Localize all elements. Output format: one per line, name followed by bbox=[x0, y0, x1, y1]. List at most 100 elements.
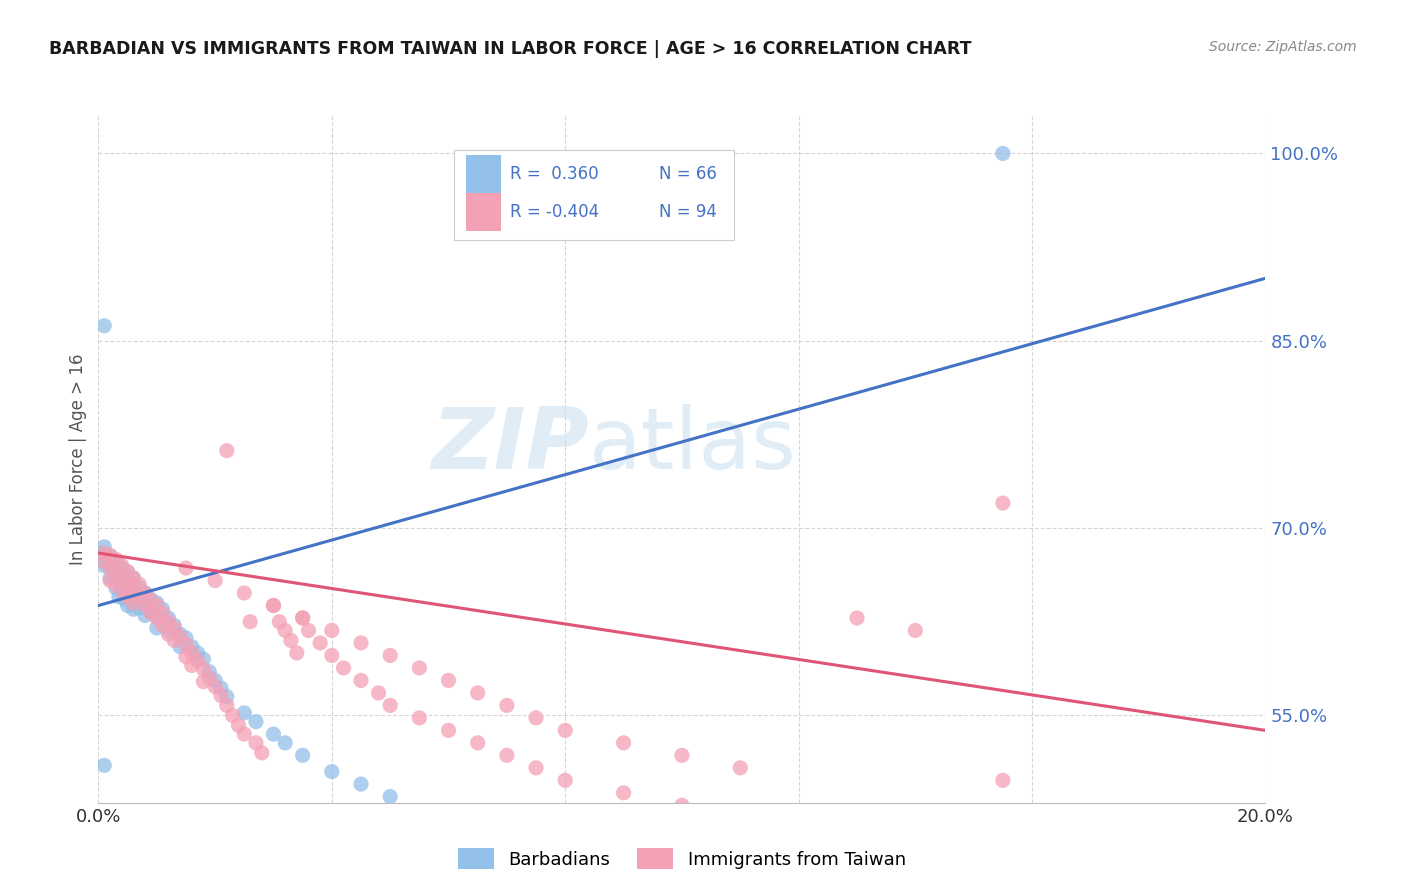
Point bbox=[111, 583, 134, 598]
Point bbox=[554, 773, 576, 788]
Point bbox=[98, 561, 121, 575]
Point bbox=[233, 706, 256, 720]
Point bbox=[233, 727, 256, 741]
Point bbox=[104, 581, 127, 595]
Point bbox=[280, 633, 302, 648]
Point bbox=[198, 665, 221, 679]
Point bbox=[180, 658, 202, 673]
Point bbox=[612, 736, 634, 750]
Legend: Barbadians, Immigrants from Taiwan: Barbadians, Immigrants from Taiwan bbox=[450, 841, 914, 876]
Point bbox=[193, 674, 215, 689]
Point bbox=[139, 606, 162, 620]
Point bbox=[117, 577, 139, 591]
Point bbox=[157, 624, 180, 638]
Point bbox=[128, 577, 150, 591]
Point bbox=[524, 761, 547, 775]
Point bbox=[180, 640, 202, 654]
Point bbox=[163, 633, 186, 648]
Point bbox=[157, 627, 180, 641]
Point bbox=[111, 583, 134, 598]
Point bbox=[117, 581, 139, 595]
Point bbox=[193, 652, 215, 666]
Point bbox=[671, 748, 693, 763]
Point bbox=[93, 540, 115, 554]
Point bbox=[612, 786, 634, 800]
Text: N = 66: N = 66 bbox=[658, 165, 717, 184]
Point bbox=[111, 571, 134, 585]
Point bbox=[408, 711, 430, 725]
Point bbox=[209, 681, 232, 695]
Point bbox=[187, 653, 209, 667]
Point bbox=[437, 723, 460, 738]
Point bbox=[221, 708, 243, 723]
Point bbox=[122, 596, 145, 610]
Point bbox=[380, 789, 402, 804]
Point bbox=[152, 606, 174, 620]
Point bbox=[285, 646, 308, 660]
Point bbox=[122, 571, 145, 585]
Y-axis label: In Labor Force | Age > 16: In Labor Force | Age > 16 bbox=[69, 353, 87, 566]
Text: R =  0.360: R = 0.360 bbox=[510, 165, 599, 184]
Point bbox=[309, 636, 332, 650]
Point bbox=[233, 586, 256, 600]
Point bbox=[262, 727, 284, 741]
Point bbox=[134, 586, 156, 600]
Point bbox=[174, 637, 197, 651]
Point bbox=[157, 615, 180, 629]
Point bbox=[117, 590, 139, 604]
Point bbox=[269, 615, 291, 629]
Point bbox=[128, 581, 150, 595]
Point bbox=[204, 680, 226, 694]
Point bbox=[163, 618, 186, 632]
Point bbox=[332, 661, 354, 675]
Point bbox=[239, 615, 262, 629]
Point bbox=[262, 599, 284, 613]
Point bbox=[350, 673, 373, 688]
Point bbox=[128, 590, 150, 604]
Point bbox=[104, 565, 127, 579]
Point bbox=[98, 561, 121, 575]
Point bbox=[228, 718, 250, 732]
Point bbox=[146, 608, 169, 623]
Point bbox=[467, 736, 489, 750]
Point bbox=[93, 555, 115, 569]
Point bbox=[991, 773, 1014, 788]
Point bbox=[730, 808, 752, 822]
Point bbox=[437, 811, 460, 825]
Point bbox=[467, 686, 489, 700]
Point bbox=[104, 577, 127, 591]
Point bbox=[496, 698, 519, 713]
Text: atlas: atlas bbox=[589, 404, 797, 487]
Point bbox=[93, 552, 115, 566]
Point bbox=[122, 571, 145, 585]
Point bbox=[93, 758, 115, 772]
Text: N = 94: N = 94 bbox=[658, 203, 717, 221]
Point bbox=[139, 592, 162, 607]
Point bbox=[104, 571, 127, 585]
Point bbox=[139, 593, 162, 607]
Point bbox=[169, 630, 191, 644]
Point bbox=[198, 671, 221, 685]
Point bbox=[122, 583, 145, 598]
Point bbox=[146, 611, 169, 625]
Point bbox=[96, 556, 118, 570]
Point bbox=[496, 827, 519, 841]
Point bbox=[146, 621, 169, 635]
Point bbox=[93, 546, 115, 560]
Point bbox=[122, 602, 145, 616]
Point bbox=[846, 611, 869, 625]
Point bbox=[169, 627, 191, 641]
Point bbox=[108, 590, 131, 604]
Point bbox=[671, 798, 693, 813]
Point bbox=[380, 698, 402, 713]
Point bbox=[350, 777, 373, 791]
Point bbox=[90, 546, 112, 560]
Point bbox=[128, 601, 150, 615]
Point bbox=[111, 561, 134, 575]
Point bbox=[496, 748, 519, 763]
Point bbox=[380, 648, 402, 663]
Point bbox=[215, 443, 238, 458]
Text: BARBADIAN VS IMMIGRANTS FROM TAIWAN IN LABOR FORCE | AGE > 16 CORRELATION CHART: BARBADIAN VS IMMIGRANTS FROM TAIWAN IN L… bbox=[49, 40, 972, 58]
FancyBboxPatch shape bbox=[465, 155, 501, 194]
Point bbox=[169, 640, 191, 654]
